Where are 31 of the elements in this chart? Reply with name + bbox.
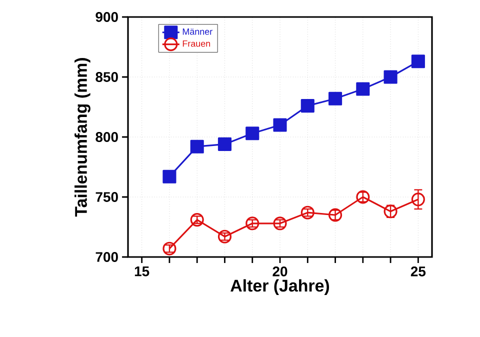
point xyxy=(162,242,176,256)
legend-label: Männer xyxy=(182,28,212,35)
y-tick-label: 900 xyxy=(96,12,118,22)
y-axis-title: Taillenumfang (mm) xyxy=(74,58,90,217)
point xyxy=(162,170,176,184)
point xyxy=(273,118,287,132)
legend-label: Frauen xyxy=(182,40,210,47)
point xyxy=(328,208,342,222)
y-tick-label: 800 xyxy=(96,132,118,142)
x-tick-label: 25 xyxy=(410,266,426,276)
x-axis-title: Alter (Jahre) xyxy=(230,279,330,296)
point xyxy=(328,92,342,106)
point xyxy=(218,230,232,244)
point xyxy=(300,206,314,220)
point xyxy=(300,99,314,113)
y-tick-label: 750 xyxy=(96,192,118,202)
point xyxy=(190,213,204,227)
point xyxy=(218,137,232,151)
y-tick-label: 850 xyxy=(96,72,118,82)
x-tick-label: 20 xyxy=(272,266,288,276)
point xyxy=(411,54,425,68)
x-tick-label: 15 xyxy=(134,266,150,276)
point xyxy=(273,216,287,230)
point xyxy=(246,216,260,230)
point xyxy=(411,192,425,206)
point xyxy=(356,82,370,96)
point xyxy=(356,190,370,204)
point xyxy=(246,126,260,140)
point xyxy=(384,70,398,84)
y-tick-label: 700 xyxy=(96,252,118,262)
point xyxy=(190,140,204,154)
